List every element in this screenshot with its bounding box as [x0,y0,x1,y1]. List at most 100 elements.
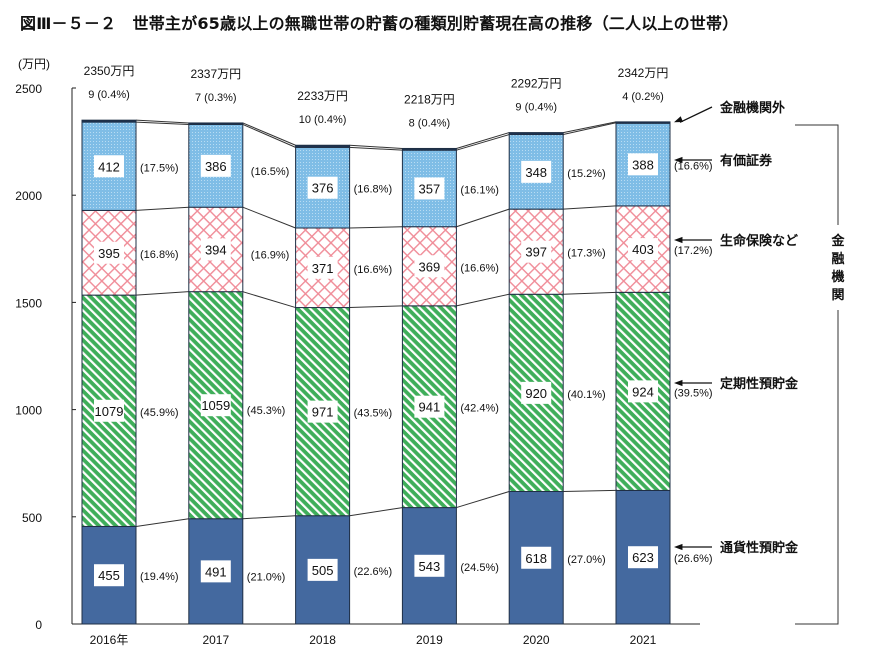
value-label: 395 [98,246,120,261]
legend-label: 定期性預貯金 [719,376,799,391]
share-label: (17.2%) [674,245,713,257]
value-label: 388 [632,157,654,172]
connector-line [563,121,617,134]
value-label: 1059 [201,398,230,413]
connector-line [563,205,617,210]
chart-title: 図Ⅲ－５－２ 世帯主が65歳以上の無職世帯の貯蓄の種類別貯蓄現在高の推移（二人以… [20,14,739,33]
x-tick-label: 2019 [416,633,443,647]
legend-label: 生命保険など [720,233,798,248]
share-label: (26.6%) [674,553,713,565]
x-tick-label: 2020 [523,633,550,647]
total-label: 2292万円 [511,77,562,91]
value-label: 357 [419,181,441,196]
bar-segment-4 [188,122,244,125]
y-tick-label: 1000 [15,404,42,418]
value-label-box [94,155,124,178]
value-label-box [628,380,658,403]
value-label: 941 [419,400,441,415]
share-label: (15.2%) [567,168,606,180]
value-label: 386 [205,159,227,174]
bar-segment-4 [81,119,137,123]
x-tick-label: 2017 [202,633,229,647]
connector-line [242,123,296,148]
connector-line [563,291,617,295]
value-label: 394 [205,242,227,257]
value-label-box [200,238,231,261]
connector-line [456,132,510,149]
x-tick-label: 2016年 [90,633,129,647]
bar-segment-4 [401,147,457,151]
value-label-box [200,154,231,177]
connector-line [456,208,510,228]
bracket-line [795,310,839,625]
bracket-label-char: 金 [830,233,845,248]
connector-line [135,206,189,211]
share-label: (16.6%) [354,264,393,276]
arrow-head-icon [674,236,683,244]
share-label: (19.4%) [140,571,179,583]
connector-line [563,122,617,136]
arrow-head-icon [674,379,683,387]
bracket-label-char: 関 [831,287,844,302]
value-label-box [200,394,231,417]
share-label: (16.8%) [140,249,179,261]
total-label: 2218万円 [404,92,455,106]
bracket-label-char: 機 [831,269,844,284]
value-label: 491 [205,564,227,579]
value-label-box [628,153,658,176]
value-label: 543 [419,559,441,574]
bracket-label-char: 融 [831,251,844,266]
share-label: (16.9%) [251,249,290,261]
legend-label: 金融機関外 [719,100,785,115]
value-label: 455 [98,568,120,583]
share-label: (16.1%) [460,184,499,196]
legend-label: 有価証券 [720,153,773,168]
connector-line [135,121,189,125]
value-label: 348 [525,165,547,180]
connector-line [456,293,510,307]
value-label-box [521,160,552,183]
value-label-box [307,176,338,199]
total-label: 2350万円 [84,64,135,78]
value-label: 1079 [95,404,124,419]
share-label: (16.6%) [460,262,499,274]
total-label: 2233万円 [297,89,348,103]
arrow-head-icon [674,543,683,551]
bar-segment-0 [615,489,671,625]
bar-segment-4 [508,132,564,136]
share-label: (45.3%) [247,405,286,417]
share-label: (42.4%) [460,403,499,415]
bar-segment-4 [615,121,671,124]
value-label: 397 [525,245,547,260]
connector-line [563,489,617,493]
share-label: (17.5%) [140,162,179,174]
value-label-box [521,546,552,569]
value-label-box [414,177,445,200]
legend-label: 通貨性預貯金 [720,540,799,555]
value-label: 618 [525,551,547,566]
share-label: (40.1%) [567,389,606,401]
share-label: (16.6%) [674,160,713,172]
x-tick-label: 2018 [309,633,336,647]
share-label: (16.8%) [354,184,393,196]
connector-line [135,119,189,124]
value-label-box [414,255,445,278]
connector-line [349,507,403,517]
connector-line [242,206,296,229]
connector-line [349,305,403,309]
y-tick-label: 2500 [15,82,42,96]
value-label-box [94,564,124,587]
outside-fi-label: 9 (0.4%) [88,89,130,101]
outside-fi-label: 10 (0.4%) [299,114,347,126]
value-label: 971 [312,405,334,420]
value-label: 920 [525,386,547,401]
connector-line [349,226,403,229]
bracket-line [795,124,839,225]
value-label-box [200,560,231,583]
connector-line [242,122,296,146]
connector-line [349,146,403,151]
connector-line [135,518,189,527]
connector-line [456,491,510,509]
value-label-box [307,558,338,581]
